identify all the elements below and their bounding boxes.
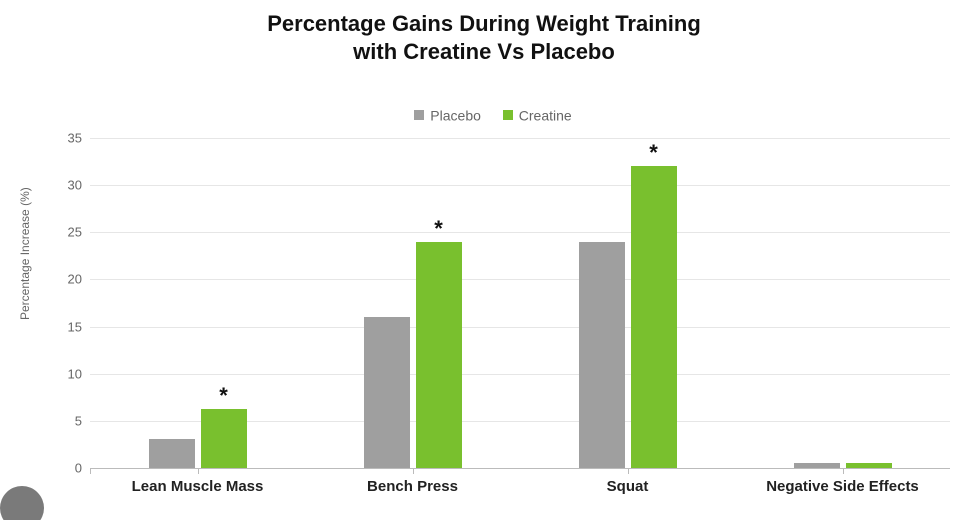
y-tick-label: 35 [52,131,82,146]
bar-creatine [846,463,892,468]
bar-placebo [579,242,625,468]
category-label: Negative Side Effects [766,478,919,495]
chart-title-line1: Percentage Gains During Weight Training [267,11,701,36]
decorative-dot-icon [0,486,44,520]
significance-mark: * [434,218,443,240]
bar-creatine [631,166,677,468]
grid-line [90,327,950,328]
x-tick-mark [628,468,629,474]
grid-line [90,185,950,186]
bar-creatine [416,242,462,468]
chart-title: Percentage Gains During Weight Training … [0,10,968,65]
x-tick-mark [90,468,91,474]
x-tick-mark [198,468,199,474]
y-tick-label: 5 [52,413,82,428]
legend-label-creatine: Creatine [519,107,572,123]
plot-area: 05101520253035Lean Muscle Mass*Bench Pre… [90,138,950,468]
category-label: Lean Muscle Mass [132,478,264,495]
category-label: Squat [607,478,649,495]
x-tick-mark [843,468,844,474]
legend-swatch-creatine [503,110,513,120]
significance-mark: * [649,142,658,164]
y-tick-label: 25 [52,225,82,240]
chart-title-line2: with Creatine Vs Placebo [353,39,615,64]
grid-line [90,232,950,233]
bar-placebo [364,317,410,468]
y-tick-label: 10 [52,366,82,381]
y-tick-label: 30 [52,178,82,193]
grid-line [90,279,950,280]
y-tick-label: 20 [52,272,82,287]
x-tick-mark [413,468,414,474]
y-tick-label: 0 [52,461,82,476]
bar-creatine [201,409,247,468]
y-tick-label: 15 [52,319,82,334]
bar-placebo [794,463,840,468]
bar-placebo [149,439,195,468]
significance-mark: * [219,385,228,407]
y-axis-label: Percentage Increase (%) [18,187,32,320]
grid-line [90,374,950,375]
grid-line [90,138,950,139]
legend-swatch-placebo [414,110,424,120]
category-label: Bench Press [367,478,458,495]
x-axis-line [90,468,950,469]
legend: Placebo Creatine [0,106,968,123]
legend-label-placebo: Placebo [430,107,481,123]
